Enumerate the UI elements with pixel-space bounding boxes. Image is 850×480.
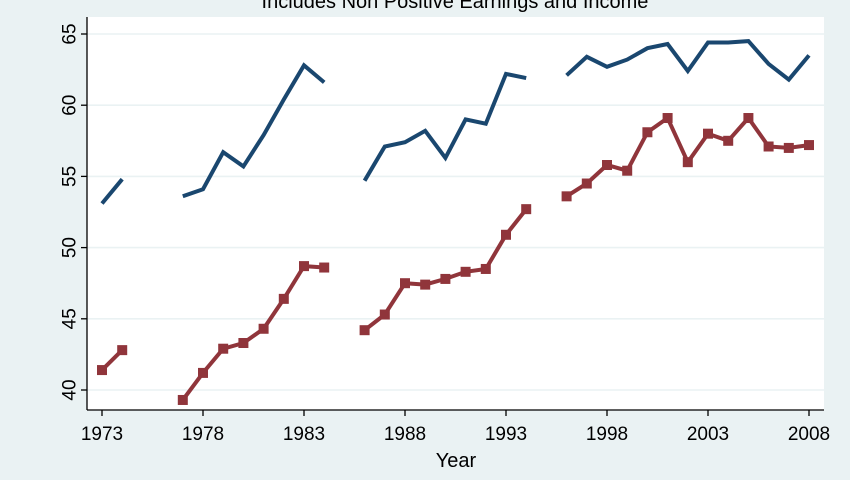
series-1-point-1979 [218, 343, 229, 354]
series-1-point-1984 [319, 262, 330, 273]
y-tick-label-65: 65 [60, 23, 81, 44]
series-1-point-1996 [561, 191, 572, 202]
x-tick-label-1978: 1978 [182, 424, 224, 445]
series-1-point-1986 [359, 325, 370, 336]
series-1-point-2002 [682, 157, 693, 168]
series-1-point-1993 [501, 229, 511, 240]
series-1-point-2005 [743, 113, 754, 124]
y-tick-label-40: 40 [60, 379, 81, 400]
plot-area [87, 17, 824, 410]
series-1-point-1977 [177, 394, 188, 405]
series-0-line-segment-0 [100, 177, 124, 205]
series-1-point-1981 [258, 323, 269, 334]
series-1-point-2004 [723, 135, 734, 146]
chart-title: Includes Non Positive Earnings and Incom… [261, 0, 649, 13]
x-tick-label-1993: 1993 [485, 424, 527, 445]
x-tick-label-1983: 1983 [283, 424, 325, 445]
series-1-point-1991 [460, 266, 471, 277]
y-tick-label-45: 45 [60, 308, 81, 329]
series-1-point-2000 [642, 127, 653, 138]
x-tick-label-2008: 2008 [788, 424, 830, 445]
series-1-point-1999 [622, 165, 633, 176]
series-1-point-1992 [480, 263, 491, 274]
x-tick-label-1973: 1973 [81, 424, 123, 445]
series-1-point-1978 [198, 367, 208, 378]
x-axis-title: Year [436, 450, 477, 472]
series-1-point-1997 [581, 178, 592, 189]
series-1-point-1974 [117, 345, 128, 356]
series-0-line-segment-2 [362, 71, 527, 182]
series-1-point-1998 [602, 160, 612, 171]
series-1-point-2006 [763, 141, 774, 152]
series-1-point-2008 [804, 140, 814, 151]
series-1-point-1987 [379, 309, 390, 320]
y-tick-label-50: 50 [60, 237, 81, 258]
x-tick-label-1988: 1988 [384, 424, 426, 445]
series-1-point-2003 [703, 128, 713, 139]
series-1-point-2007 [783, 142, 794, 153]
series-1-point-2001 [662, 113, 673, 124]
series-1-point-1988 [400, 278, 410, 289]
y-tick-label-55: 55 [60, 166, 81, 187]
x-tick-label-2003: 2003 [687, 424, 729, 445]
series-1-point-1980 [238, 338, 249, 349]
series-1-point-1982 [278, 293, 289, 304]
y-tick-label-60: 60 [60, 95, 81, 116]
series-1-point-1990 [440, 273, 451, 284]
series-1-point-1994 [521, 204, 532, 215]
series-1-point-1973 [97, 365, 107, 376]
series-1-point-1983 [299, 261, 309, 272]
series-1-point-1989 [420, 279, 431, 290]
series-0-line-segment-3 [565, 39, 811, 83]
series-0-line-segment-1 [182, 62, 326, 199]
x-tick-label-1998: 1998 [586, 424, 628, 445]
